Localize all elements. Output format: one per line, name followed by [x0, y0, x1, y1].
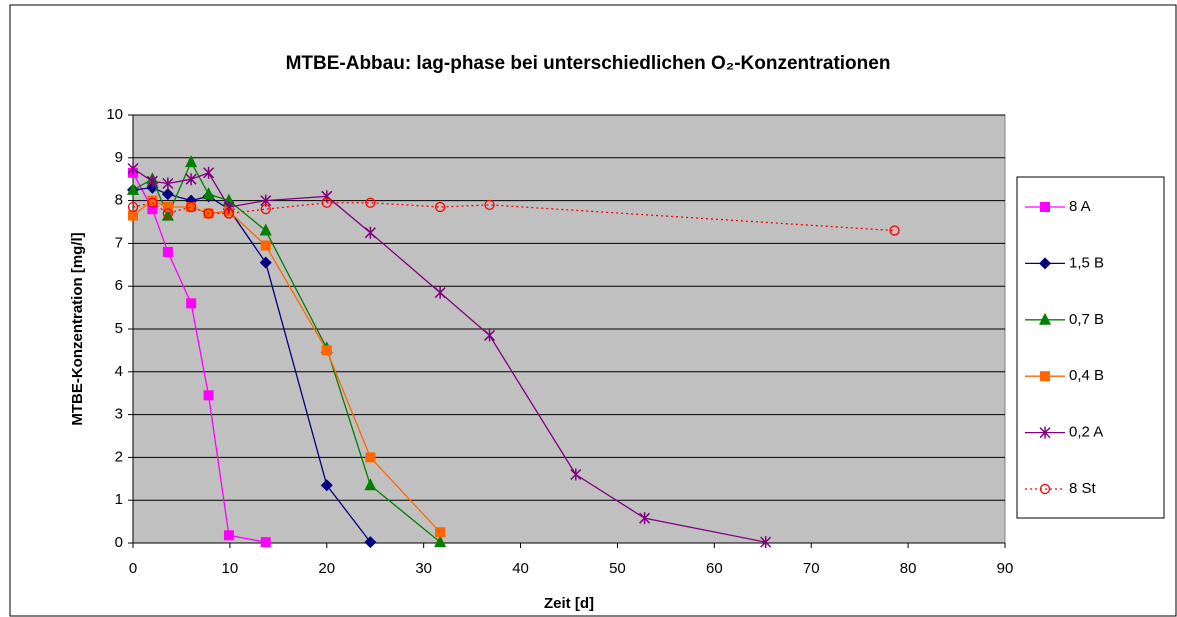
x-tick-label: 50 — [609, 560, 626, 577]
series-line — [132, 167, 766, 543]
marker — [260, 537, 271, 548]
y-tick-label: 4 — [115, 363, 123, 380]
chart-title: MTBE-Abbau: lag-phase bei unterschiedlic… — [286, 53, 891, 74]
marker — [185, 155, 198, 168]
y-tick-label: 9 — [115, 149, 123, 166]
marker — [260, 204, 271, 215]
marker — [364, 536, 377, 549]
y-tick-label: 6 — [115, 277, 123, 294]
y-tick-label: 3 — [115, 406, 123, 423]
legend-label: 8 St — [1069, 480, 1097, 497]
marker — [186, 202, 197, 213]
marker — [1040, 371, 1050, 382]
marker — [1039, 426, 1051, 439]
marker — [128, 210, 138, 221]
x-tick-label: 20 — [318, 560, 335, 577]
marker — [147, 195, 158, 206]
legend-label: 8 A — [1069, 198, 1091, 215]
marker — [365, 452, 376, 463]
legend — [1016, 176, 1165, 519]
marker — [203, 166, 215, 179]
y-tick-label: 8 — [115, 192, 123, 209]
marker — [147, 204, 158, 215]
marker — [1039, 257, 1051, 270]
marker — [321, 345, 332, 356]
marker — [484, 329, 496, 342]
series-line — [132, 160, 441, 543]
marker — [1039, 483, 1051, 495]
marker — [570, 468, 582, 481]
marker — [484, 199, 495, 211]
y-tick-label: 0 — [115, 534, 123, 551]
marker — [203, 390, 214, 401]
x-tick-label: 30 — [415, 560, 432, 577]
legend-label: 1,5 B — [1069, 254, 1104, 271]
marker — [365, 197, 376, 208]
marker — [162, 202, 173, 213]
marker — [1039, 312, 1051, 325]
marker — [434, 201, 446, 213]
y-tick-label: 2 — [115, 448, 123, 465]
marker — [760, 536, 772, 549]
x-tick-label: 90 — [997, 560, 1014, 577]
marker — [185, 201, 197, 213]
marker — [364, 226, 376, 239]
y-tick-label: 10 — [106, 106, 123, 123]
y-tick-label: 1 — [115, 491, 123, 508]
x-tick-label: 60 — [706, 560, 723, 577]
x-tick-label: 70 — [803, 560, 820, 577]
marker — [364, 478, 377, 491]
marker — [203, 208, 214, 219]
marker — [259, 256, 272, 269]
legend-label: 0,7 B — [1069, 311, 1104, 328]
legend-label: 0,2 A — [1069, 424, 1103, 441]
y-axis-label: MTBE-Konzentration [mg/l] — [69, 232, 86, 425]
marker — [260, 240, 271, 251]
marker — [321, 197, 332, 208]
x-axis-label: Zeit [d] — [544, 595, 594, 612]
series-line — [132, 199, 441, 533]
marker — [185, 173, 197, 186]
marker — [162, 177, 174, 190]
marker — [320, 479, 333, 492]
legend-label: 0,4 B — [1069, 367, 1104, 384]
marker — [162, 208, 174, 219]
y-tick-label: 5 — [115, 320, 123, 337]
series-line — [132, 202, 895, 232]
x-tick-label: 80 — [900, 560, 917, 577]
x-tick-label: 0 — [129, 560, 137, 577]
marker — [223, 208, 235, 219]
marker — [127, 182, 139, 195]
marker — [202, 187, 215, 200]
marker — [259, 223, 272, 236]
y-tick-label: 7 — [115, 234, 123, 251]
marker — [147, 197, 158, 208]
marker — [127, 162, 139, 175]
marker — [639, 512, 651, 525]
x-tick-label: 10 — [222, 560, 239, 577]
marker — [1040, 202, 1050, 212]
marker — [223, 530, 234, 541]
marker — [434, 286, 446, 299]
marker — [434, 535, 447, 548]
marker — [127, 201, 139, 213]
marker — [146, 175, 158, 188]
marker — [161, 188, 174, 201]
marker — [889, 225, 900, 236]
marker — [435, 527, 446, 538]
x-tick-label: 40 — [512, 560, 529, 577]
marker — [162, 246, 173, 257]
marker — [186, 298, 197, 309]
